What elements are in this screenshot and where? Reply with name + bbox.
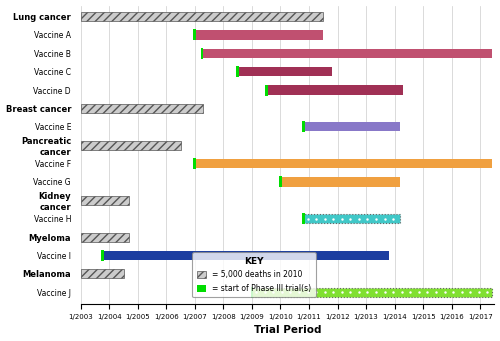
Bar xyxy=(194,158,196,169)
Bar xyxy=(265,85,268,95)
Bar xyxy=(250,287,254,298)
Bar xyxy=(302,121,304,132)
Bar xyxy=(252,287,492,297)
X-axis label: Trial Period: Trial Period xyxy=(254,325,322,336)
Bar xyxy=(302,213,304,224)
Bar xyxy=(280,177,400,187)
Bar xyxy=(81,104,204,113)
Bar xyxy=(279,176,282,188)
Bar xyxy=(304,214,400,223)
Bar xyxy=(202,49,492,58)
Bar xyxy=(81,196,130,205)
Bar xyxy=(81,12,324,21)
Bar xyxy=(304,122,400,131)
Bar xyxy=(81,233,130,242)
Bar xyxy=(100,250,103,261)
Bar xyxy=(266,86,403,95)
Legend: = 5,000 deaths in 2010, = start of Phase III trial(s): = 5,000 deaths in 2010, = start of Phase… xyxy=(192,252,316,297)
Bar xyxy=(238,67,332,76)
Bar xyxy=(81,269,124,279)
Bar xyxy=(195,30,324,40)
Bar xyxy=(236,66,239,77)
Bar xyxy=(194,29,196,41)
Bar xyxy=(200,48,203,59)
Bar xyxy=(195,159,492,168)
Bar xyxy=(102,251,389,260)
Bar xyxy=(81,140,180,150)
